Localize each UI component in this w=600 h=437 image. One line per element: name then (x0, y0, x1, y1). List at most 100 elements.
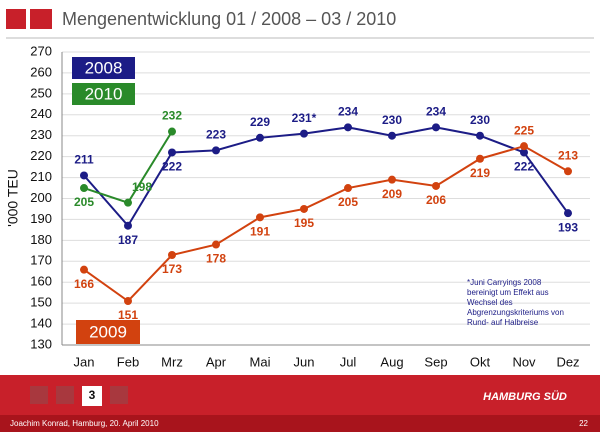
data-label: 230 (382, 113, 402, 127)
data-point (564, 167, 572, 176)
nav-square (56, 386, 74, 404)
footnote: bereinigt um Effekt aus (467, 288, 549, 297)
data-label: 187 (118, 233, 138, 247)
data-label: 198 (132, 180, 152, 194)
data-label: 195 (294, 216, 314, 230)
footer-author: Joachim Konrad, Hamburg, 20. April 2010 (10, 419, 159, 428)
footer-strip (0, 415, 600, 432)
data-point (388, 131, 396, 140)
data-label: 151 (118, 308, 138, 322)
y-tick-label: 210 (30, 169, 52, 184)
data-point (344, 184, 352, 193)
data-label: 178 (206, 252, 226, 266)
data-label: 232 (162, 109, 182, 123)
nav-square-current (82, 386, 102, 406)
data-point (300, 204, 308, 213)
data-point (124, 221, 132, 230)
x-tick-label: Jun (294, 354, 315, 369)
data-label: 223 (206, 128, 226, 142)
data-label: 213 (558, 148, 578, 162)
data-point (212, 146, 220, 155)
data-point (476, 131, 484, 140)
legend-label: 2009 (89, 322, 127, 341)
data-label: 222 (162, 160, 182, 174)
x-tick-label: Mrz (161, 354, 183, 369)
data-point (80, 265, 88, 274)
x-tick-label: Sep (424, 354, 447, 369)
nav-square (30, 386, 48, 404)
x-tick-label: Dez (556, 354, 579, 369)
data-point (124, 297, 132, 306)
data-label: 234 (426, 105, 446, 119)
footnote: Abgrenzungskriteriums von (467, 308, 564, 317)
data-label: 222 (514, 160, 534, 174)
y-tick-label: 270 (30, 43, 52, 58)
data-point (168, 251, 176, 260)
x-tick-label: Jan (74, 354, 95, 369)
footnote: *Juni Carryings 2008 (467, 278, 542, 287)
data-point (432, 181, 440, 190)
data-point (212, 240, 220, 249)
data-point (124, 198, 132, 207)
data-point (564, 209, 572, 218)
data-label: 211 (74, 153, 94, 167)
series-line (83, 126, 569, 228)
series-line (83, 145, 569, 303)
legend-label: 2008 (85, 58, 123, 77)
x-tick-label: Nov (512, 354, 536, 369)
data-point (168, 127, 176, 136)
y-tick-label: 230 (30, 127, 52, 142)
data-label: 209 (382, 187, 402, 201)
x-tick-label: Aug (380, 354, 403, 369)
title-square (30, 9, 52, 29)
data-point (476, 154, 484, 163)
legend-label: 2010 (85, 84, 123, 103)
logo: HAMBURG SÜD (483, 390, 567, 403)
data-point (520, 148, 528, 157)
data-label: 219 (470, 166, 490, 180)
nav-square (110, 386, 128, 404)
y-tick-label: 250 (30, 85, 52, 100)
y-tick-label: 160 (30, 274, 52, 289)
data-label: 173 (162, 262, 182, 276)
legend-box (76, 320, 140, 344)
data-label: 229 (250, 115, 270, 129)
data-point (432, 123, 440, 132)
legend-box (72, 83, 135, 105)
title-square (6, 9, 26, 29)
y-tick-label: 170 (30, 253, 52, 268)
data-point (256, 213, 264, 222)
series-line (83, 131, 173, 204)
y-tick-label: 260 (30, 64, 52, 79)
data-label: 230 (470, 113, 490, 127)
data-point (80, 171, 88, 180)
y-tick-label: 180 (30, 232, 52, 247)
legend-box (72, 57, 135, 79)
y-tick-label: 220 (30, 148, 52, 163)
data-point (256, 133, 264, 142)
footnote: Wechsel des (467, 298, 513, 307)
data-label: 225 (514, 123, 534, 137)
data-label: 205 (74, 195, 94, 209)
y-tick-label: 150 (30, 295, 52, 310)
x-tick-label: Mai (250, 354, 271, 369)
data-label: 234 (338, 105, 358, 119)
data-point (344, 123, 352, 132)
data-label: 206 (426, 193, 446, 207)
y-tick-label: 130 (30, 336, 52, 351)
y-tick-label: 200 (30, 190, 52, 205)
data-point (80, 184, 88, 193)
data-label: 231* (292, 111, 317, 125)
y-tick-label: 190 (30, 211, 52, 226)
x-tick-label: Okt (470, 354, 491, 369)
y-tick-label: 240 (30, 106, 52, 121)
data-label: 205 (338, 195, 358, 209)
footer-page: 22 (579, 419, 588, 428)
data-label: 166 (74, 277, 94, 291)
x-tick-label: Apr (206, 354, 227, 369)
data-label: 191 (250, 225, 270, 239)
data-label: 193 (558, 220, 578, 234)
data-point (168, 148, 176, 157)
x-tick-label: Feb (117, 354, 139, 369)
